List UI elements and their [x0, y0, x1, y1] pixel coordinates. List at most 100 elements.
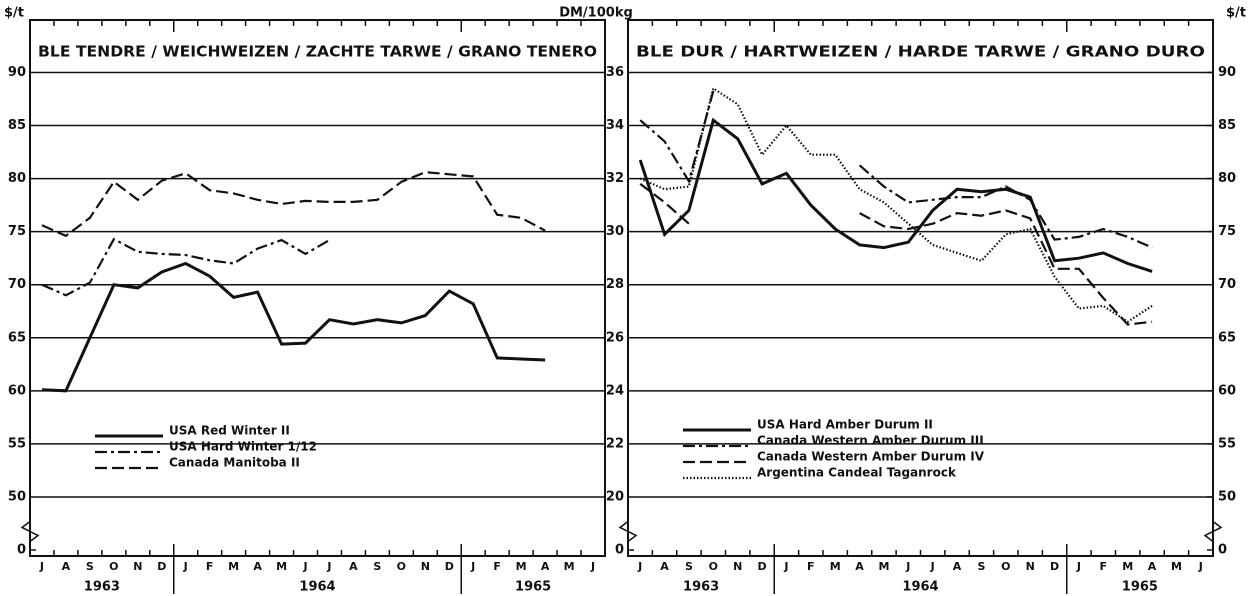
y-tick-label: 0 [615, 543, 624, 558]
x-tick-label: A [349, 560, 358, 573]
series-line [41, 261, 546, 393]
x-tick-label: A [541, 560, 550, 573]
y2-tick-label: 65 [1218, 330, 1236, 345]
x-tick-label: F [206, 560, 214, 573]
y-tick-label: 90 [8, 65, 26, 80]
x-tick-label: S [977, 560, 985, 573]
x-tick-label: M [1171, 560, 1182, 573]
y-tick-label: 80 [8, 171, 26, 186]
y2-tick-label: 85 [1218, 118, 1236, 133]
x-tick-label: S [373, 560, 381, 573]
legend-label: Argentina Candeal Taganrock [757, 466, 957, 480]
y-tick-label: 26 [606, 330, 624, 345]
y-tick-label: 55 [8, 436, 26, 451]
legend-label: Canada Manitoba II [169, 456, 300, 470]
year-label: 1965 [1122, 580, 1158, 595]
x-tick-label: A [660, 560, 669, 573]
year-label: 1964 [902, 580, 938, 595]
x-tick-label: M [228, 560, 239, 573]
y2-tick-label: 60 [1218, 383, 1236, 398]
x-tick-label: J [930, 560, 935, 573]
x-tick-label: J [637, 560, 642, 573]
x-tick-label: N [1026, 560, 1035, 573]
x-tick-label: F [1100, 560, 1108, 573]
y2-tick-label: 90 [1218, 65, 1236, 80]
y2-tick-label: 0 [1218, 543, 1227, 558]
x-tick-label: M [1122, 560, 1133, 573]
y-tick-label: 75 [8, 224, 26, 239]
x-tick-label: N [733, 560, 742, 573]
series-line [639, 90, 1153, 249]
x-tick-label: O [1001, 560, 1010, 573]
x-tick-label: M [878, 560, 889, 573]
y-tick-label: 0 [17, 543, 26, 558]
y-tick-label: 36 [606, 65, 624, 80]
series-line [41, 171, 546, 238]
x-tick-label: N [133, 560, 142, 573]
y-tick-label: 70 [8, 277, 26, 292]
year-label: 1963 [683, 580, 719, 595]
x-tick-label: A [253, 560, 262, 573]
x-tick-label: M [276, 560, 287, 573]
series-line [639, 86, 1153, 324]
x-tick-label: J [1076, 560, 1081, 573]
x-tick-label: S [86, 560, 94, 573]
x-tick-label: J [183, 560, 188, 573]
x-tick-label: M [830, 560, 841, 573]
x-tick-label: D [445, 560, 454, 573]
y-axis-label: DM/100kg [559, 6, 633, 21]
chart-title: BLE DUR / HARTWEIZEN / HARDE TARWE / GRA… [636, 43, 1205, 61]
legend-label: USA Hard Winter 1/12 [169, 440, 317, 454]
x-tick-label: O [109, 560, 118, 573]
x-tick-label: M [564, 560, 575, 573]
x-tick-label: J [302, 560, 307, 573]
x-tick-label: J [783, 560, 788, 573]
x-tick-label: J [590, 560, 595, 573]
y2-tick-label: 70 [1218, 277, 1236, 292]
y-tick-label: 32 [606, 171, 624, 186]
legend-label: USA Red Winter II [169, 424, 290, 438]
y-tick-label: 20 [606, 489, 624, 504]
x-tick-label: F [807, 560, 815, 573]
series-line [638, 117, 1153, 273]
y2-tick-label: 50 [1218, 489, 1236, 504]
legend-label: Canada Western Amber Durum IV [757, 450, 985, 464]
x-tick-label: A [855, 560, 864, 573]
x-tick-label: J [1198, 560, 1203, 573]
y-tick-label: 34 [606, 118, 624, 133]
legend-label: USA Hard Amber Durum II [757, 418, 933, 432]
series-line [639, 183, 1153, 326]
x-tick-label: D [757, 560, 766, 573]
legend-label: Canada Western Amber Durum III [757, 434, 984, 448]
plot-frame [29, 19, 606, 557]
x-tick-label: S [685, 560, 693, 573]
y-tick-label: 22 [606, 436, 624, 451]
x-tick-label: A [1148, 560, 1157, 573]
x-tick-label: J [39, 560, 44, 573]
x-tick-label: O [397, 560, 406, 573]
x-tick-label: J [905, 560, 910, 573]
y2-axis-label: $/t [1226, 6, 1246, 21]
x-tick-label: A [953, 560, 962, 573]
x-tick-label: D [157, 560, 166, 573]
y2-tick-label: 55 [1218, 436, 1236, 451]
y-tick-label: 85 [8, 118, 26, 133]
x-tick-label: J [470, 560, 475, 573]
x-tick-label: F [493, 560, 501, 573]
y-tick-label: 50 [8, 489, 26, 504]
year-label: 1963 [84, 580, 120, 595]
y-tick-label: 28 [606, 277, 624, 292]
chart-title: BLE TENDRE / WEICHWEIZEN / ZACHTE TARWE … [38, 43, 597, 61]
year-label: 1964 [299, 580, 335, 595]
x-tick-label: D [1050, 560, 1059, 573]
y-tick-label: 60 [8, 383, 26, 398]
year-label: 1965 [515, 580, 551, 595]
y2-tick-label: 75 [1218, 224, 1236, 239]
x-tick-label: N [421, 560, 430, 573]
series-line [41, 237, 331, 297]
x-tick-label: A [62, 560, 71, 573]
x-tick-label: J [326, 560, 331, 573]
y2-tick-label: 80 [1218, 171, 1236, 186]
y-tick-label: 30 [606, 224, 624, 239]
